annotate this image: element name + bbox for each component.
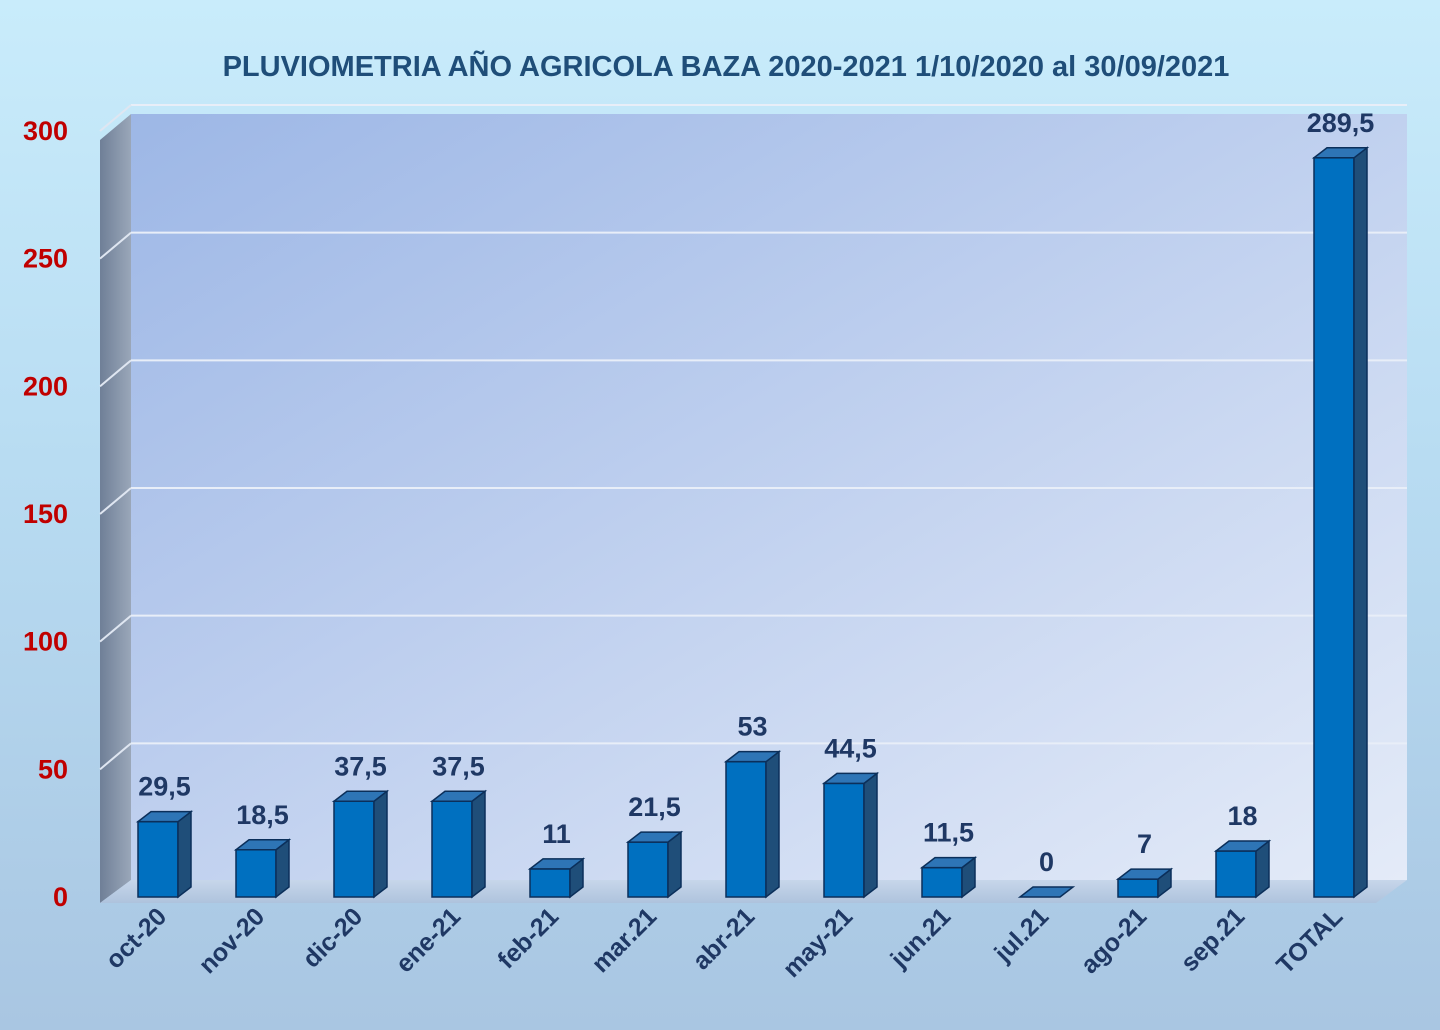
bar [429, 789, 488, 899]
bar [1017, 886, 1076, 898]
back-wall [131, 114, 1407, 880]
y-tick-label: 0 [53, 882, 68, 912]
y-tick-label: 250 [23, 244, 68, 274]
plot-area: 0 50 100 150 200 250 300 29,5 18,5 37,5 37,5 11 21,… [23, 104, 1407, 983]
data-label: 7 [1137, 829, 1152, 859]
x-axis-ticks: oct-20 nov-20 dic-20 ene-21 feb-21 mar.21 abr-… [100, 902, 1348, 983]
y-tick-label: 50 [38, 754, 68, 784]
y-tick-label: 150 [23, 499, 68, 529]
data-label: 0 [1039, 847, 1054, 877]
bar [527, 857, 586, 899]
y-tick-label: 100 [23, 627, 68, 657]
x-tick-label: feb-21 [492, 902, 564, 974]
data-labels: 29,5 18,5 37,5 37,5 11 21,5 53 44,5 11,5 0 7 18 289,… [138, 108, 1374, 877]
bar [625, 830, 684, 899]
data-label: 18,5 [236, 800, 289, 830]
x-tick-label: sep.21 [1175, 902, 1250, 977]
gridline-side [99, 742, 132, 771]
bars [135, 146, 1370, 899]
bar [1115, 867, 1174, 899]
data-label: 44,5 [824, 733, 877, 763]
y-axis-ticks: 0 50 100 150 200 250 300 [23, 116, 68, 912]
bar [821, 771, 880, 899]
data-label: 11 [542, 819, 571, 849]
gridline-side [99, 231, 132, 260]
data-label: 18 [1227, 801, 1257, 831]
x-tick-label: jul.21 [989, 902, 1055, 968]
data-label: 37,5 [432, 751, 485, 781]
x-tick-label: abr-21 [687, 902, 760, 975]
chart-title: PLUVIOMETRIA AÑO AGRICOLA BAZA 2020-2021… [223, 49, 1230, 83]
bar [1311, 146, 1370, 899]
bar [919, 856, 978, 899]
bar [1213, 839, 1272, 899]
bar [331, 789, 390, 899]
data-label: 53 [737, 712, 767, 742]
y-tick-label: 200 [23, 371, 68, 401]
x-tick-label: oct-20 [100, 902, 172, 974]
x-tick-label: dic-20 [297, 902, 368, 973]
bar [135, 810, 194, 899]
data-label: 289,5 [1307, 108, 1375, 138]
data-label: 29,5 [138, 772, 191, 802]
x-tick-label: TOTAL [1271, 902, 1348, 979]
y-tick-label: 300 [23, 116, 68, 146]
x-tick-label: ene-21 [390, 902, 466, 978]
x-tick-label: ago-21 [1075, 902, 1152, 979]
bar [723, 750, 782, 899]
gridline-side [99, 487, 132, 515]
data-label: 11,5 [923, 818, 974, 848]
side-wall [100, 114, 131, 903]
x-tick-label: mar.21 [586, 902, 662, 978]
gridline-side [99, 104, 132, 132]
x-tick-label: nov-20 [193, 902, 270, 979]
bar [233, 838, 292, 899]
x-tick-label: may-21 [778, 902, 859, 983]
x-tick-label: jun.21 [885, 902, 957, 974]
data-label: 21,5 [628, 792, 681, 822]
gridlines [99, 104, 1407, 771]
data-label: 37,5 [334, 751, 387, 781]
gridline-side [99, 359, 132, 388]
gridline-side [99, 614, 132, 643]
